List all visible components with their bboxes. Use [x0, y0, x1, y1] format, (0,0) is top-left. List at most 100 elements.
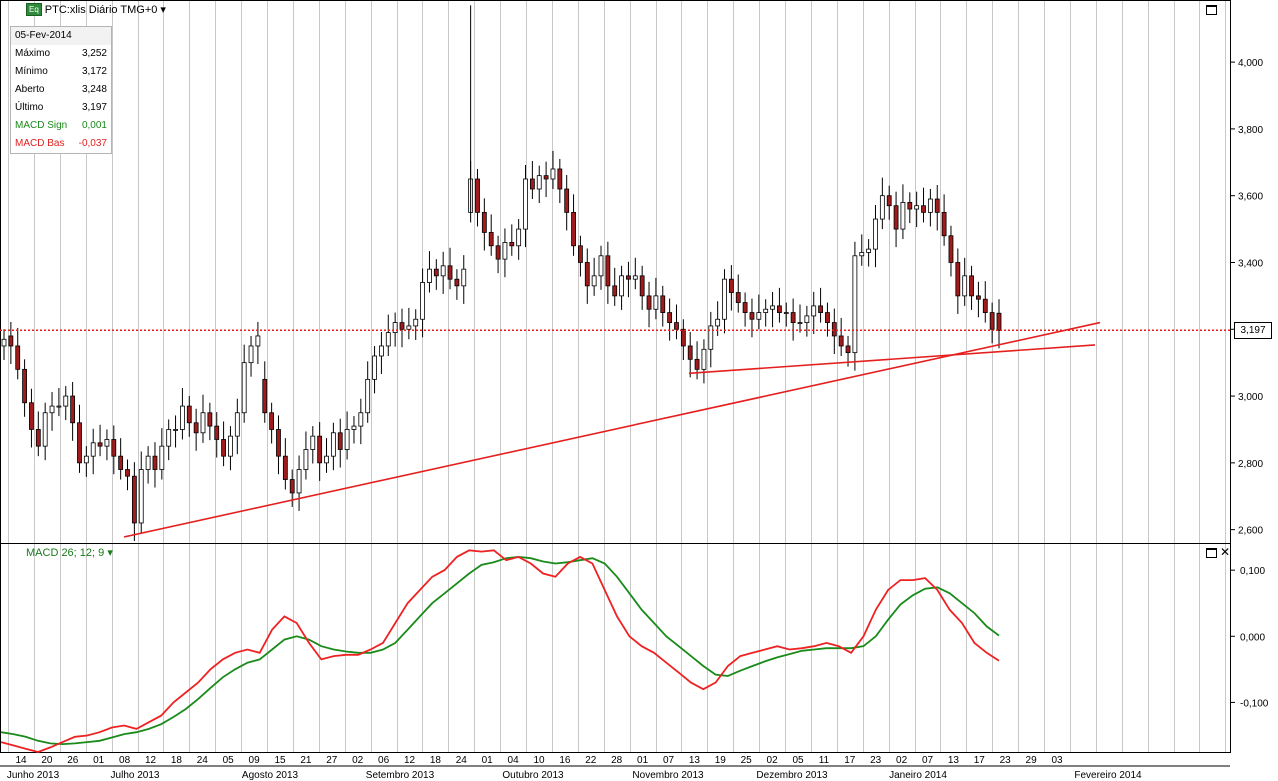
x-tick-label: 08	[119, 755, 131, 766]
candle-body	[200, 412, 206, 434]
candle-body	[152, 455, 158, 470]
candle-body	[440, 265, 446, 277]
macd-panel	[0, 543, 1231, 753]
candle-body	[159, 445, 165, 470]
candle-body	[969, 275, 974, 297]
candle-body	[543, 175, 549, 180]
candle-body	[248, 345, 254, 364]
candle-body	[722, 278, 727, 320]
candle-body	[180, 405, 185, 430]
candle-body	[879, 195, 885, 220]
candle-body	[392, 322, 398, 334]
candle-body	[289, 479, 295, 494]
x-tick-label: 29	[1026, 755, 1038, 766]
candle-body	[674, 322, 679, 330]
y-tick-label: 2,600	[1238, 526, 1263, 537]
x-tick-label: 10	[533, 755, 545, 766]
candle-body	[118, 455, 124, 470]
candle-body	[193, 422, 199, 434]
candle-body	[976, 295, 981, 300]
candle-body	[330, 432, 336, 457]
candle-body	[310, 435, 316, 450]
candle-body	[104, 439, 110, 447]
candle-body	[900, 201, 906, 230]
candle-body	[138, 469, 144, 524]
info-value: 3,172	[81, 66, 107, 77]
info-value: 0,001	[81, 120, 107, 131]
x-tick-label: 18	[430, 755, 442, 766]
candle-body	[241, 362, 247, 414]
candle-body	[22, 368, 27, 404]
candle-body	[262, 378, 268, 414]
x-tick-label: 27	[326, 755, 338, 766]
candle-body	[15, 345, 21, 370]
caret-down-icon[interactable]: ▾	[160, 4, 166, 16]
candle-body	[948, 235, 954, 263]
x-tick-label: 23	[1000, 755, 1012, 766]
candle-body	[42, 412, 48, 447]
symbol-title[interactable]: PTC:xlis Diário TMG+0	[44, 3, 158, 16]
y-tick-label: 0,100	[1240, 566, 1265, 577]
x-tick-label: 24	[456, 755, 468, 766]
x-tick-label: 04	[508, 755, 520, 766]
info-value: 3,252	[81, 48, 107, 59]
candle-body	[550, 168, 556, 180]
candle-body	[914, 205, 920, 210]
candle-body	[866, 248, 872, 253]
candle-body	[317, 435, 323, 464]
month-label: Novembro 2013	[632, 770, 704, 781]
candle-body	[228, 435, 233, 457]
candle-body	[852, 255, 858, 354]
x-tick-label: 03	[1051, 755, 1063, 766]
candle-body	[982, 298, 988, 313]
candle-body	[612, 285, 618, 297]
candle-body	[173, 429, 178, 431]
x-tick-label: 22	[585, 755, 597, 766]
candle-body	[735, 292, 741, 303]
info-date-value: 05-Fev-2014	[15, 30, 72, 41]
info-panel: 05-Fev-2014 Máximo 3,252 Mínimo 3,172 Aberto…	[10, 26, 112, 154]
candle-body	[996, 312, 1002, 331]
candle-body	[481, 211, 487, 233]
candle-body	[777, 305, 782, 313]
candle-body	[584, 262, 590, 287]
x-tick-label: 01	[637, 755, 649, 766]
candle-body	[234, 412, 240, 437]
macd-indicator-label[interactable]: MACD 26; 12; 9 ▾	[26, 547, 113, 559]
candle-body	[811, 305, 817, 317]
candle-body	[413, 318, 419, 327]
candle-body	[399, 322, 405, 330]
macd-label-text: MACD 26; 12; 9	[26, 547, 105, 559]
candle-body	[447, 265, 453, 280]
candle-body	[962, 275, 968, 297]
candle-body	[804, 315, 810, 323]
price-panel	[0, 0, 1231, 544]
maximize-icon[interactable]	[1206, 5, 1217, 15]
candle-body	[571, 211, 576, 247]
candle-body	[282, 455, 288, 480]
x-tick-label: 11	[819, 755, 830, 766]
candle-body	[303, 449, 309, 470]
candle-body	[797, 322, 803, 324]
candle-body	[660, 295, 666, 313]
trendline-short	[688, 344, 1096, 375]
candle-body	[255, 335, 261, 347]
candle-body	[927, 198, 933, 213]
info-label: Aberto	[15, 84, 45, 95]
candle-body	[845, 345, 851, 354]
candle-body	[63, 395, 69, 407]
x-tick-label: 07	[922, 755, 934, 766]
equity-badge-icon: Eq	[26, 3, 42, 16]
x-tick-label: 15	[274, 755, 286, 766]
maximize-macd-icon[interactable]	[1206, 548, 1217, 558]
chart-title[interactable]: Eq PTC:xlis Diário TMG+0 ▾	[26, 3, 166, 16]
x-tick-label: 12	[145, 755, 157, 766]
candle-body	[598, 255, 604, 277]
x-tick-label: 24	[197, 755, 209, 766]
candle-body	[838, 335, 844, 347]
x-tick-label: 05	[223, 755, 235, 766]
info-label: MACD Sign	[15, 120, 68, 131]
close-macd-icon[interactable]: ✕	[1220, 545, 1231, 559]
x-tick-label: 28	[611, 755, 623, 766]
